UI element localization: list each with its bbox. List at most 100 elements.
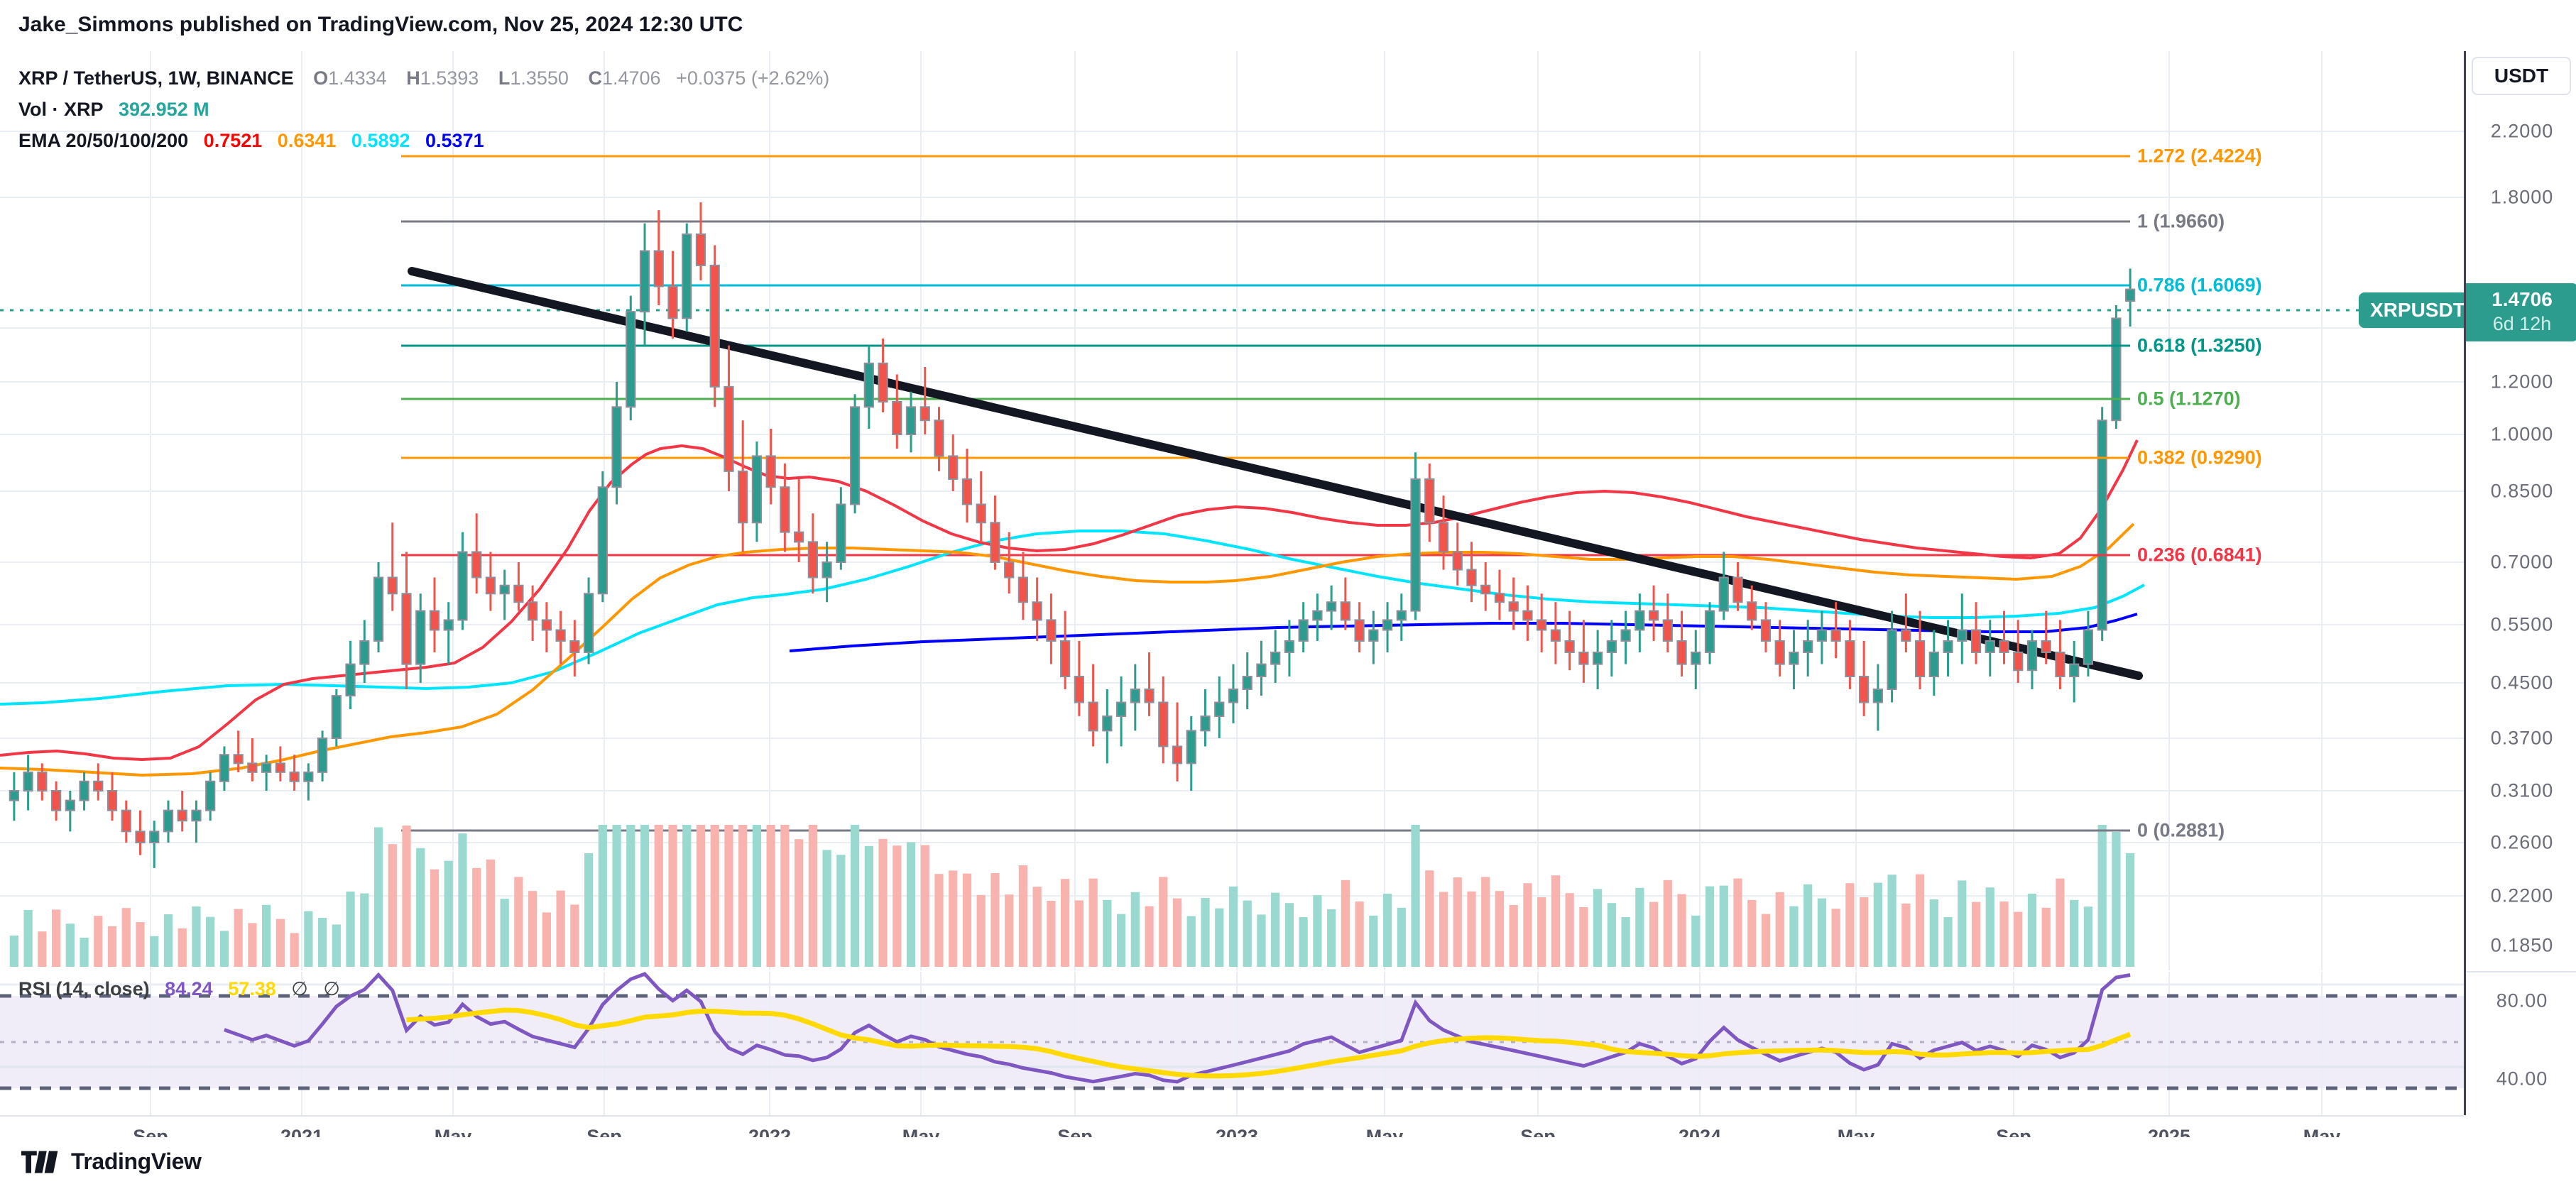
- volume-bar: [1257, 914, 1266, 967]
- volume-bar: [136, 922, 145, 967]
- volume-bar: [2027, 894, 2037, 967]
- candle-body: [1228, 688, 1239, 703]
- volume-bar: [1929, 899, 1938, 967]
- price-pane[interactable]: XRP / TetherUS, 1W, BINANCE O1.4334 H1.5…: [0, 51, 2464, 970]
- candle-body: [2069, 663, 2080, 678]
- volume-bar: [542, 912, 551, 967]
- candle-body: [443, 619, 454, 631]
- candle-body: [919, 406, 930, 422]
- price-axis[interactable]: USDT 2.2000 1.8000 1.4706 6d 12h 1.2000 …: [2464, 51, 2576, 1115]
- volume-bar: [1677, 894, 1686, 967]
- candle-body: [2097, 420, 2107, 631]
- candle-body: [219, 754, 230, 782]
- candle-body: [892, 401, 902, 435]
- volume-bar: [65, 924, 75, 967]
- candle-body: [1046, 619, 1057, 642]
- candle-body: [780, 486, 790, 533]
- volume-bar: [1789, 906, 1799, 967]
- fib-dash-05: [2087, 398, 2129, 400]
- current-price-badge[interactable]: 1.4706 6d 12h: [2466, 283, 2576, 341]
- candle-body: [583, 593, 594, 653]
- chart-legend: XRP / TetherUS, 1W, BINANCE O1.4334 H1.5…: [18, 62, 829, 156]
- candle-body: [303, 771, 314, 782]
- rsi-legend[interactable]: RSI (14, close) 84.24 57.38 ∅ ∅: [18, 973, 340, 1004]
- candle-body: [667, 285, 678, 319]
- volume-bar: [808, 825, 817, 967]
- price-tick-0-8500: 0.8500: [2490, 480, 2554, 502]
- volume-bar: [1243, 900, 1252, 967]
- legend-ema-row[interactable]: EMA 20/50/100/200 0.7521 0.6341 0.5892 0…: [18, 125, 829, 156]
- candle-body: [317, 738, 328, 773]
- volume-bar: [962, 873, 972, 967]
- candlestick-series[interactable]: [9, 202, 2136, 868]
- candle-body: [1410, 478, 1421, 612]
- symbol-price-badge[interactable]: XRPUSDT: [2359, 292, 2464, 328]
- legend-symbol: XRP / TetherUS, 1W, BINANCE: [18, 67, 294, 89]
- volume-bar: [472, 867, 481, 967]
- price-plot[interactable]: [0, 51, 2464, 970]
- fib-label-0618: 0.618 (1.3250): [2137, 334, 2262, 356]
- candle-body: [1732, 576, 1743, 603]
- candle-body: [1537, 619, 1547, 631]
- legend-close-value: 1.4706: [601, 67, 661, 89]
- volume-bar: [514, 877, 523, 967]
- volume-bar: [1537, 897, 1546, 967]
- volume-bar: [1565, 893, 1574, 967]
- candle-body: [191, 809, 202, 822]
- volume-bar: [1018, 865, 1028, 967]
- candle-body: [457, 551, 468, 621]
- candle-body: [1760, 619, 1772, 642]
- tradingview-logo[interactable]: TradingView: [21, 1149, 202, 1175]
- price-tick-0-4500: 0.4500: [2490, 672, 2554, 694]
- candle-body: [331, 695, 342, 740]
- candle-body: [1901, 629, 1911, 642]
- rsi-plot[interactable]: [0, 972, 2464, 1115]
- candle-body: [822, 561, 832, 579]
- volume-bar: [1775, 892, 1784, 967]
- candle-body: [1803, 640, 1813, 653]
- candle-body: [794, 531, 804, 543]
- candle-body: [1396, 610, 1407, 621]
- candle-body: [555, 629, 566, 642]
- volume-bar: [275, 919, 285, 967]
- candle-body: [1816, 629, 1828, 642]
- candle-body: [751, 455, 763, 524]
- volume-bar: [1887, 875, 1896, 967]
- volume-bar: [1439, 892, 1448, 967]
- rsi-pane[interactable]: RSI (14, close) 84.24 57.38 ∅ ∅: [0, 972, 2464, 1115]
- candle-body: [289, 771, 300, 782]
- candle-body: [1060, 640, 1071, 678]
- candle-body: [1676, 640, 1687, 665]
- volume-bar: [262, 904, 271, 967]
- downtrend-line[interactable]: [408, 267, 2143, 680]
- price-axis-unit[interactable]: USDT: [2472, 57, 2571, 95]
- volume-bar: [949, 870, 958, 967]
- candle-body: [23, 771, 33, 792]
- volume-bar: [1999, 902, 2009, 967]
- candle-body: [415, 610, 426, 665]
- publisher-bar: Jake_Simmons published on TradingView.co…: [0, 0, 2576, 51]
- candle-body: [1943, 640, 1953, 653]
- candle-body: [1382, 619, 1393, 631]
- volume-bar: [990, 873, 1000, 967]
- volume-bar: [2056, 878, 2065, 967]
- volume-bar: [1860, 897, 1869, 967]
- volume-bar: [934, 874, 944, 967]
- volume-bar: [1103, 899, 1112, 967]
- volume-bar: [1159, 877, 1168, 967]
- volume-bar: [1985, 887, 1994, 967]
- volume-bar: [668, 825, 677, 967]
- fib-dash-0: [2087, 829, 2129, 832]
- fib-dash-0236: [2087, 554, 2129, 557]
- candle-body: [121, 809, 131, 833]
- volume-bar: [2112, 832, 2121, 967]
- volume-bar: [317, 918, 327, 967]
- candle-body: [1522, 610, 1533, 621]
- volume-bar: [1523, 883, 1532, 967]
- fib-label-0236: 0.236 (0.6841): [2137, 544, 2262, 566]
- legend-symbol-row[interactable]: XRP / TetherUS, 1W, BINANCE O1.4334 H1.5…: [18, 62, 829, 94]
- candle-body: [275, 762, 285, 773]
- candle-body: [1242, 676, 1252, 690]
- volume-bar: [1943, 917, 1953, 967]
- legend-volume-row[interactable]: Vol · XRP 392.952 M: [18, 94, 829, 125]
